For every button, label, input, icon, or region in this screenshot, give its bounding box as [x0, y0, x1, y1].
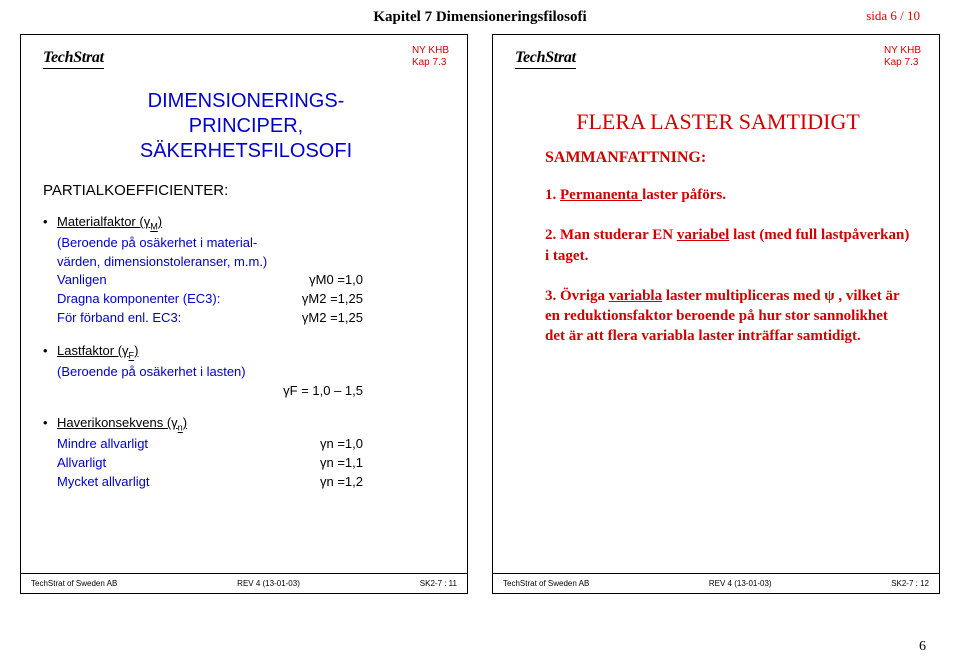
- sub-line: För förband enl. EC3: γM2 =1,25: [43, 309, 363, 328]
- row-value: γn =1,0: [306, 435, 363, 454]
- num-prefix: 2. Man studerar EN: [545, 227, 677, 243]
- footer-left: TechStrat of Sweden AB: [31, 579, 117, 588]
- row-value: γM2 =1,25: [288, 309, 363, 328]
- row-label: Allvarligt: [57, 454, 106, 473]
- list-item: 3. Övriga variabla laster multipliceras …: [545, 286, 911, 347]
- list-item: 2. Man studerar EN variabel last (med fu…: [545, 225, 911, 266]
- section-label: PARTIALKOEFFICIENTER:: [43, 182, 449, 199]
- row-value: γn =1,1: [306, 454, 363, 473]
- sub-line: Allvarligt γn =1,1: [43, 454, 363, 473]
- techstrat-logo: TechStrat: [515, 49, 576, 69]
- corner-line2: Kap 7.3: [412, 57, 449, 69]
- slide-corner-label: NY KHB Kap 7.3: [412, 45, 449, 68]
- bullet-dot: •: [43, 414, 57, 433]
- chapter-title: Kapitel 7 Dimensioneringsfilosofi: [373, 9, 586, 26]
- bullet-head-text: Materialfaktor (γM): [57, 213, 162, 234]
- slide-footer: TechStrat of Sweden AB REV 4 (13-01-03) …: [493, 573, 939, 593]
- bullet-head-text: Haverikonsekvens (γn): [57, 414, 187, 435]
- sub-line: Dragna komponenter (EC3): γM2 =1,25: [43, 290, 363, 309]
- sub-line: Vanligen γM0 =1,0: [43, 271, 363, 290]
- page-header: Kapitel 7 Dimensioneringsfilosofi sida 6…: [0, 0, 960, 26]
- sub-line: γF = 1,0 – 1,5: [43, 382, 363, 401]
- bullet-row: • Materialfaktor (γM): [43, 213, 363, 234]
- row-value: γM0 =1,0: [295, 271, 363, 290]
- bullet-haverikonsekvens: • Haverikonsekvens (γn) Mindre allvarlig…: [43, 414, 363, 491]
- bullet-lastfaktor: • Lastfaktor (γF) (Beroende på osäkerhet…: [43, 342, 363, 400]
- row-label: Mindre allvarligt: [57, 435, 148, 454]
- slide-corner-label: NY KHB Kap 7.3: [884, 45, 921, 68]
- row-value: γM2 =1,25: [288, 290, 363, 309]
- row-label: Dragna komponenter (EC3):: [57, 290, 220, 309]
- logo-underline: [515, 68, 576, 69]
- footer-right: SK2-7 : 11: [420, 579, 457, 588]
- sub-line: (Beroende på osäkerhet i lasten): [43, 363, 363, 382]
- logo-text: TechStrat: [515, 49, 576, 66]
- bullet-materialfaktor: • Materialfaktor (γM) (Beroende på osäke…: [43, 213, 363, 328]
- title-line1: DIMENSIONERINGS-: [43, 89, 449, 114]
- techstrat-logo: TechStrat: [43, 49, 104, 69]
- slides-row: TechStrat NY KHB Kap 7.3 DIMENSIONERINGS…: [0, 26, 960, 594]
- page-number-top: sida 6 / 10: [866, 8, 920, 24]
- title-line2: PRINCIPER,: [43, 114, 449, 139]
- slide2-subtitle: SAMMANFATTNING:: [515, 149, 921, 167]
- bullet-row: • Lastfaktor (γF): [43, 342, 363, 363]
- corner-line1: NY KHB: [412, 45, 449, 57]
- bullet-head-text: Lastfaktor (γF): [57, 342, 138, 363]
- page-number-bottom: 6: [919, 639, 926, 655]
- num-prefix: 3. Övriga: [545, 288, 609, 304]
- list-item: 1. Permanenta laster påförs.: [545, 185, 911, 205]
- bullet-dot: •: [43, 342, 57, 361]
- logo-text: TechStrat: [43, 49, 104, 66]
- num-prefix: 1.: [545, 187, 560, 203]
- slide-right: TechStrat NY KHB Kap 7.3 FLERA LASTER SA…: [492, 34, 940, 594]
- corner-line1: NY KHB: [884, 45, 921, 57]
- sub-line: värden, dimensionstoleranser, m.m.): [43, 253, 363, 272]
- corner-line2: Kap 7.3: [884, 57, 921, 69]
- slide-left: TechStrat NY KHB Kap 7.3 DIMENSIONERINGS…: [20, 34, 468, 594]
- underlined-word: Permanenta: [560, 187, 642, 203]
- row-label: Vanligen: [57, 271, 107, 290]
- underlined-word: variabel: [677, 227, 730, 243]
- row-value: γF = 1,0 – 1,5: [269, 382, 363, 401]
- footer-right: SK2-7 : 12: [891, 579, 929, 588]
- slide1-title: DIMENSIONERINGS- PRINCIPER, SÄKERHETSFIL…: [43, 89, 449, 164]
- slide-footer: TechStrat of Sweden AB REV 4 (13-01-03) …: [21, 573, 467, 593]
- row-value: γn =1,2: [306, 473, 363, 492]
- underlined-word: variabla: [609, 288, 662, 304]
- footer-left: TechStrat of Sweden AB: [503, 579, 589, 588]
- title-line3: SÄKERHETSFILOSOFI: [43, 139, 449, 164]
- bullet-row: • Haverikonsekvens (γn): [43, 414, 363, 435]
- num-rest: laster påförs.: [642, 187, 726, 203]
- logo-underline: [43, 68, 104, 69]
- sub-line: (Beroende på osäkerhet i material-: [43, 234, 363, 253]
- row-label: För förband enl. EC3:: [57, 309, 181, 328]
- slide2-title: FLERA LASTER SAMTIDIGT: [515, 109, 921, 135]
- footer-mid: REV 4 (13-01-03): [117, 579, 420, 588]
- footer-mid: REV 4 (13-01-03): [589, 579, 891, 588]
- sub-line: Mindre allvarligt γn =1,0: [43, 435, 363, 454]
- bullet-dot: •: [43, 213, 57, 232]
- row-label: Mycket allvarligt: [57, 473, 149, 492]
- numbered-list: 1. Permanenta laster påförs. 2. Man stud…: [515, 185, 921, 347]
- sub-line: Mycket allvarligt γn =1,2: [43, 473, 363, 492]
